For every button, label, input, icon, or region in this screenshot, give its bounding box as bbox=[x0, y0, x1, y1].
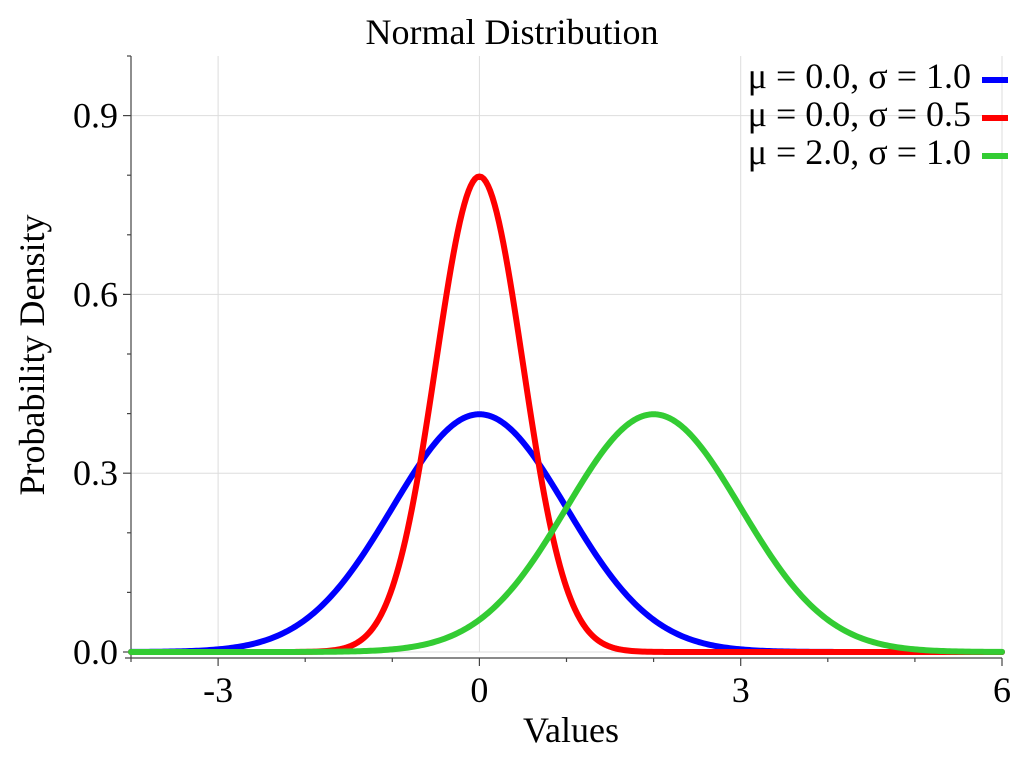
legend-label-1: μ = 0.0, σ = 1.0 bbox=[748, 56, 971, 96]
plot-area bbox=[128, 173, 1005, 655]
chart-title: Normal Distribution bbox=[366, 12, 659, 52]
series-line-1 bbox=[128, 411, 1005, 655]
y-tick-label: 0.0 bbox=[73, 632, 118, 672]
x-tick-label: 3 bbox=[732, 670, 750, 710]
series-line-2 bbox=[128, 173, 1005, 655]
x-tick-label: -3 bbox=[203, 670, 233, 710]
y-tick-label: 0.6 bbox=[73, 274, 118, 314]
x-tick-label: 6 bbox=[993, 670, 1011, 710]
legend-label-3: μ = 2.0, σ = 1.0 bbox=[748, 132, 971, 172]
y-tick-label: 0.9 bbox=[73, 96, 118, 136]
legend-label-2: μ = 0.0, σ = 0.5 bbox=[748, 94, 971, 134]
axes: -3 0 3 6 0.0 0.3 0.6 0.9 bbox=[73, 55, 1011, 710]
series-line-3 bbox=[128, 411, 1005, 655]
legend: μ = 0.0, σ = 1.0μ = 0.0, σ = 0.5μ = 2.0,… bbox=[748, 56, 1008, 172]
x-axis-label: Values bbox=[523, 710, 619, 750]
y-axis-label: Probability Density bbox=[12, 215, 52, 496]
x-tick-label: 0 bbox=[470, 670, 488, 710]
y-tick-label: 0.3 bbox=[73, 453, 118, 493]
